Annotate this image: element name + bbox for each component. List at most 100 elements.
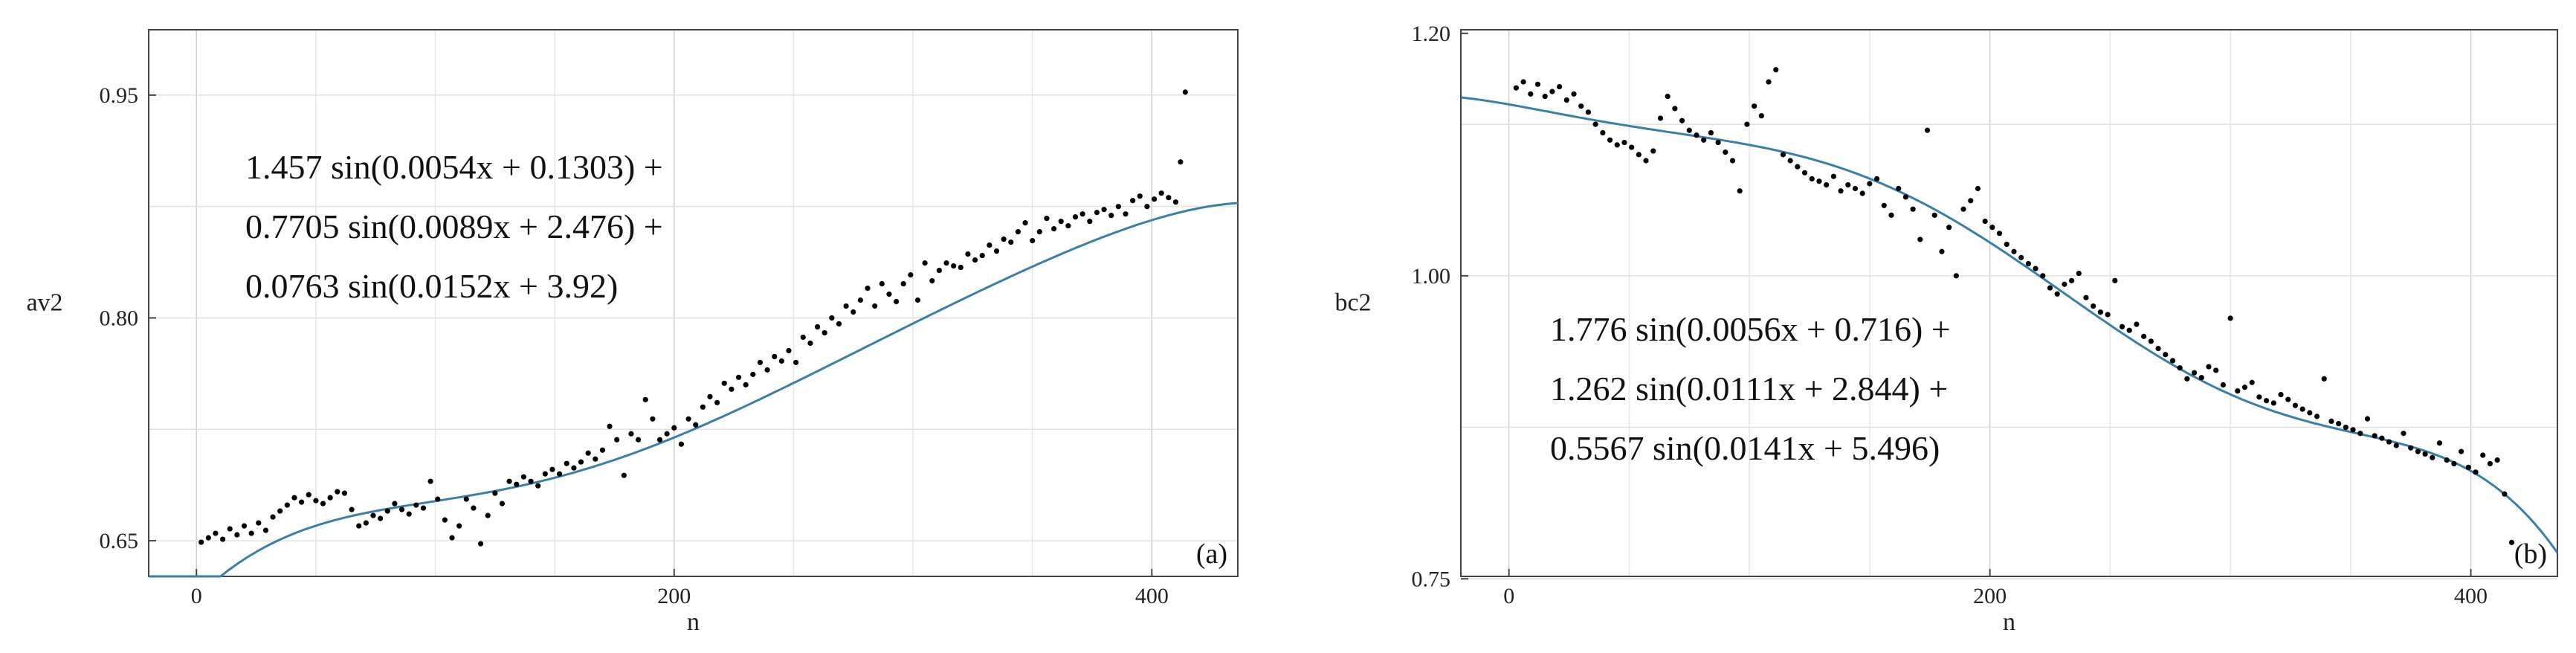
data-point-a (1101, 207, 1107, 213)
data-point-b (1838, 188, 1844, 194)
data-point-b (2386, 439, 2392, 445)
data-point-a (485, 512, 491, 518)
data-point-b (2112, 277, 2118, 283)
data-point-a (807, 340, 813, 347)
data-point-a (908, 271, 914, 278)
data-point-a (335, 489, 340, 495)
data-point-a (772, 353, 778, 360)
data-point-a (1123, 211, 1129, 217)
equation-line-1-b: 1.776 sin(0.0056x + 0.716) + (1550, 310, 1951, 348)
data-point-b (1795, 164, 1801, 170)
data-point-b (2119, 324, 2125, 329)
data-point-a (1022, 220, 1028, 226)
data-point-b (2184, 376, 2190, 382)
data-point-a (793, 359, 799, 365)
data-point-a (1008, 239, 1014, 245)
data-point-a (556, 471, 563, 477)
data-point-a (1137, 193, 1143, 199)
equation-line-2-a: 0.7705 sin(0.0089x + 2.476) + (245, 208, 663, 245)
data-point-b (1809, 176, 1815, 182)
data-point-b (2430, 454, 2435, 460)
data-point-a (520, 474, 526, 480)
data-point-a (1015, 229, 1021, 235)
y-axis-label-a: av2 (26, 289, 62, 317)
data-point-b (2062, 281, 2067, 287)
data-point-b (2292, 402, 2299, 408)
x-tick-label-a: 0 (191, 584, 202, 608)
data-point-a (836, 321, 842, 327)
data-point-b (1557, 83, 1563, 90)
y-tick-label-a: 0.65 (100, 529, 139, 553)
x-tick-label-a: 400 (1135, 584, 1169, 608)
data-point-b (1744, 121, 1750, 127)
data-point-b (1752, 103, 1757, 109)
y-axis-label-b: bc2 (1334, 289, 1371, 317)
data-point-a (284, 502, 290, 508)
data-point-b (1607, 137, 1613, 143)
data-point-a (893, 298, 900, 305)
data-point-b (2307, 410, 2313, 416)
y-tick-label-a: 0.95 (100, 83, 139, 108)
data-point-b (2502, 491, 2508, 497)
data-point-a (1044, 216, 1050, 222)
x-tick-label-a: 200 (657, 584, 691, 608)
data-point-a (313, 498, 319, 504)
data-point-a (449, 535, 455, 541)
data-point-a (435, 496, 441, 502)
data-point-b (2336, 421, 2342, 427)
data-point-b (2321, 376, 2327, 382)
data-point-b (2177, 365, 2183, 371)
data-point-b (2270, 400, 2276, 406)
data-point-b (2141, 333, 2147, 339)
data-point-a (1130, 198, 1136, 204)
data-point-b (2393, 443, 2399, 448)
data-point-a (943, 260, 949, 266)
data-point-a (729, 386, 735, 392)
data-point-a (299, 499, 305, 505)
data-point-a (492, 490, 498, 496)
y-tick-label-b: 0.75 (1412, 567, 1451, 591)
data-point-a (865, 285, 871, 292)
data-point-a (291, 495, 297, 501)
data-point-b (2206, 364, 2212, 370)
data-point-b (1600, 129, 1606, 136)
data-point-b (2285, 396, 2291, 402)
data-point-b (1953, 273, 1959, 279)
data-point-a (1178, 159, 1184, 165)
data-point-b (1939, 248, 1945, 254)
data-points-b (1513, 67, 2515, 545)
data-point-b (2343, 424, 2349, 431)
data-point-b (2134, 321, 2140, 327)
data-point-b (2299, 406, 2305, 412)
data-point-b (2105, 312, 2111, 318)
data-point-b (1773, 67, 1779, 73)
data-point-a (420, 505, 427, 511)
data-point-a (843, 303, 849, 309)
data-point-b (1542, 94, 1548, 100)
ticks-b: 0 200 400 0.75 1.00 1.20 (1412, 22, 2488, 608)
data-point-b (1881, 202, 1887, 208)
plot-frame-a (148, 29, 1239, 577)
data-point-b (2436, 440, 2443, 446)
equation-line-3-a: 0.0763 sin(0.0152x + 3.92) (245, 267, 618, 305)
data-point-b (1614, 142, 1620, 148)
data-point-b (1643, 158, 1649, 164)
data-point-b (2097, 309, 2104, 315)
data-point-b (1968, 198, 1974, 204)
data-point-b (2357, 431, 2363, 437)
data-point-b (1636, 152, 1642, 158)
data-point-b (1694, 132, 1699, 138)
x-axis-label-a: n (687, 608, 700, 636)
data-point-a (1036, 229, 1042, 235)
data-point-b (2155, 346, 2161, 352)
data-point-b (2401, 431, 2406, 437)
data-point-a (972, 257, 978, 263)
data-point-b (1737, 188, 1743, 194)
data-point-b (1708, 129, 1714, 136)
data-point-b (1513, 85, 1519, 91)
data-point-b (2278, 391, 2284, 398)
data-point-b (1873, 176, 1880, 182)
data-point-a (234, 532, 240, 538)
data-point-a (378, 515, 384, 521)
